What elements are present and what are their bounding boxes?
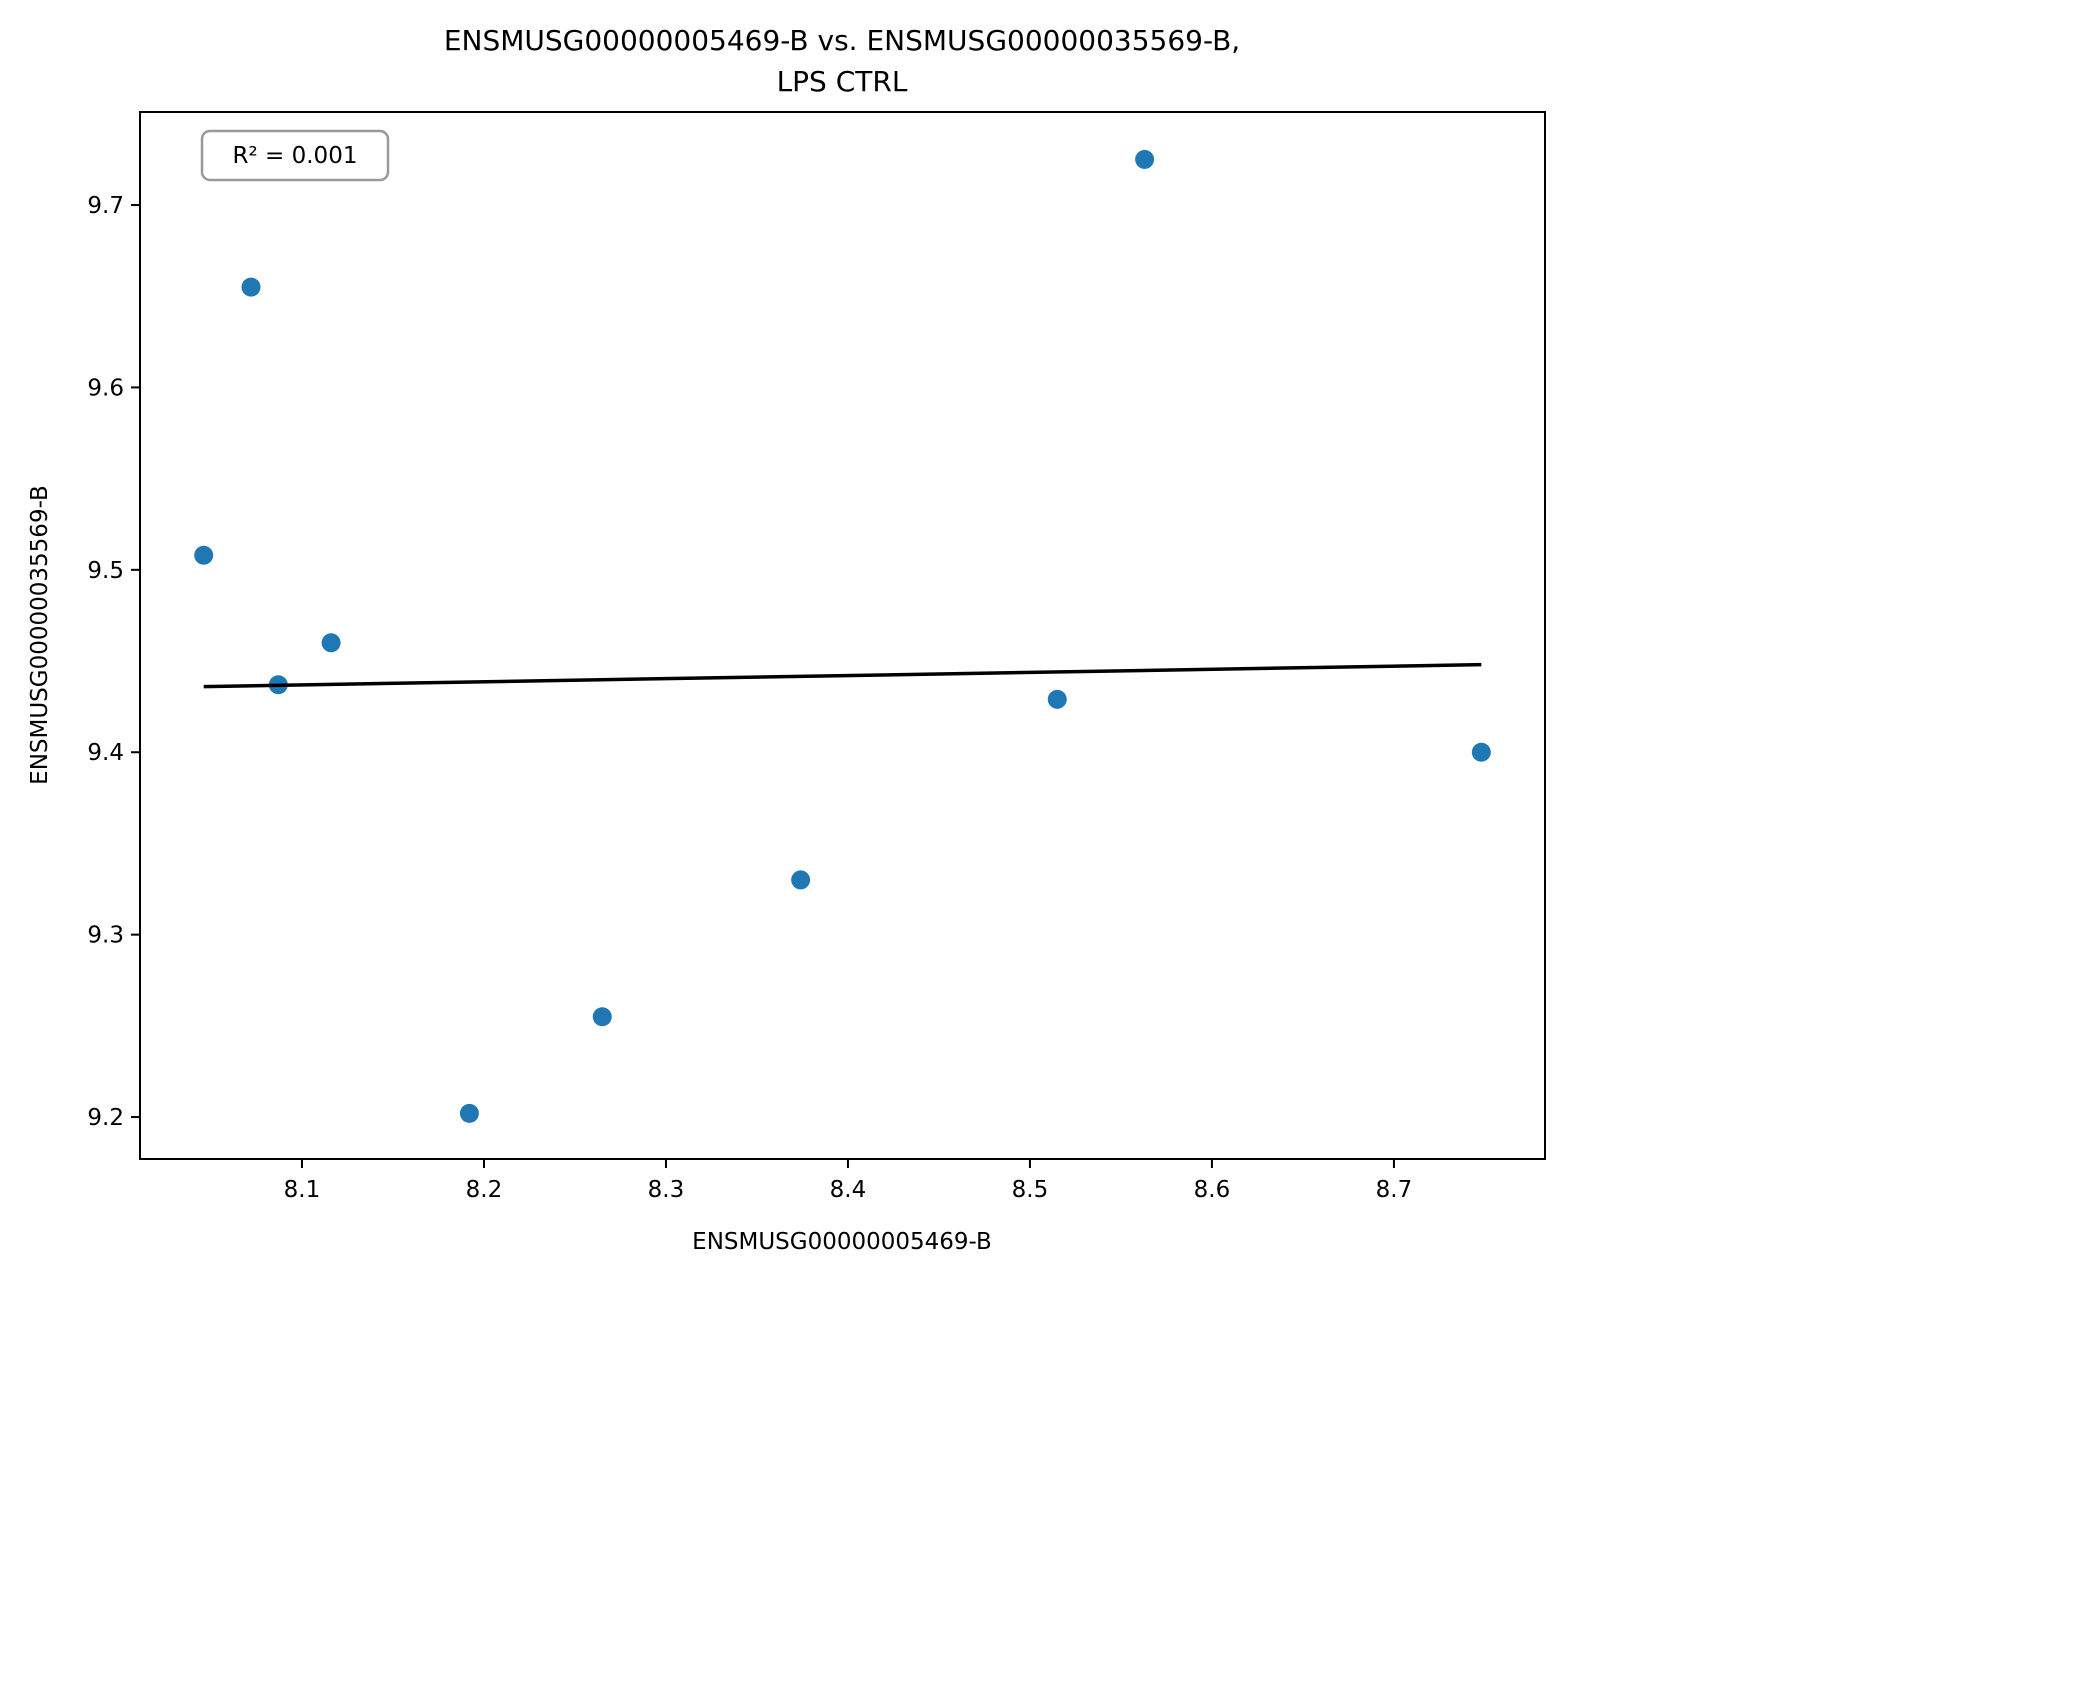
x-tick-label: 8.7 — [1376, 1177, 1413, 1203]
y-tick-label: 9.5 — [87, 558, 124, 584]
y-tick-label: 9.3 — [87, 923, 124, 949]
data-point-6 — [592, 1007, 612, 1027]
data-point-1 — [194, 545, 214, 565]
x-tick-label: 8.4 — [830, 1177, 867, 1203]
data-point-7 — [791, 870, 811, 890]
data-point-10 — [1471, 742, 1491, 762]
y-tick-label: 9.4 — [87, 740, 124, 766]
data-point-5 — [459, 1103, 479, 1123]
plot-frame — [139, 111, 1546, 1160]
y-tick-label: 9.2 — [87, 1105, 124, 1131]
r-squared-annotation: R² = 0.001 — [200, 129, 390, 182]
x-tick-label: 8.2 — [466, 1177, 503, 1203]
data-point-2 — [241, 277, 261, 297]
y-tick-label: 9.7 — [87, 193, 124, 219]
data-point-8 — [1047, 689, 1067, 709]
x-tick-label: 8.5 — [1012, 1177, 1049, 1203]
chart-title-line-1: ENSMUSG00000005469-B vs. ENSMUSG00000035… — [444, 24, 1240, 57]
x-tick-label: 8.1 — [284, 1177, 321, 1203]
figure-background — [0, 0, 1564, 1278]
x-axis-ticks: 8.1 8.2 8.3 8.4 8.5 8.6 8.7 — [284, 1159, 1413, 1203]
regression-line — [203, 662, 1482, 689]
annotation-box — [200, 129, 390, 182]
y-axis-ticks: 9.2 9.3 9.4 9.5 9.6 9.7 — [87, 193, 140, 1131]
x-axis-label: ENSMUSG00000005469-B — [692, 1229, 992, 1255]
x-tick-label: 8.6 — [1194, 1177, 1231, 1203]
scatter-chart: ENSMUSG00000005469-B vs. ENSMUSG00000035… — [0, 0, 1564, 1278]
data-point-9 — [1135, 149, 1155, 169]
data-point-4 — [321, 633, 341, 653]
annotation-text: R² = 0.001 — [233, 143, 358, 169]
plot-area — [194, 149, 1491, 1123]
x-tick-label: 8.3 — [648, 1177, 685, 1203]
chart-title-line-2: LPS CTRL — [777, 65, 908, 98]
y-axis-label: ENSMUSG00000035569-B — [27, 485, 53, 785]
y-tick-label: 9.6 — [87, 375, 124, 401]
